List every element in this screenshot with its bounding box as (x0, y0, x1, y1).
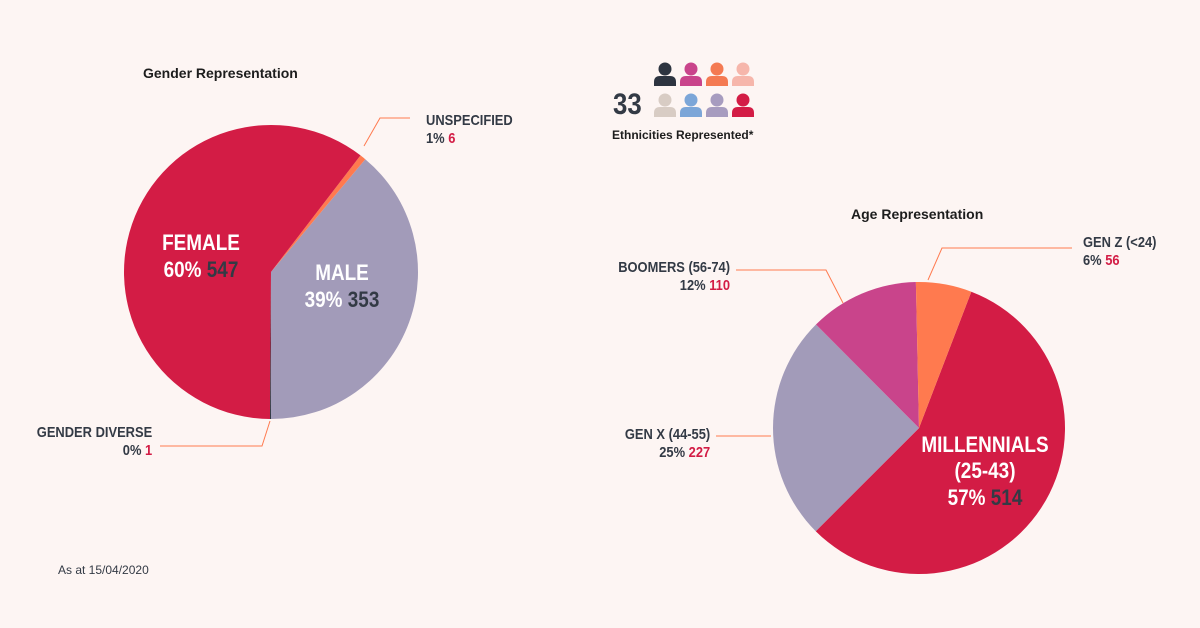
female-label: FEMALE 60% 547 (149, 230, 252, 284)
gender-diverse-pct: 0% (122, 442, 142, 459)
male-label: MALE 39% 353 (290, 260, 393, 314)
genx-count: 227 (688, 444, 710, 461)
genx-name: GEN X (44-55) (624, 426, 710, 443)
unspecified-name: UNSPECIFIED (426, 112, 513, 129)
gender-diverse-count: 1 (144, 442, 152, 459)
genz-values: 6% 56 (1083, 252, 1156, 270)
boomers-name: BOOMERS (56-74) (618, 259, 730, 276)
unspecified-values: 1% 6 (426, 130, 513, 148)
genz-pct: 6% (1083, 252, 1102, 269)
pie-slice-millennials-25-43 (815, 291, 1065, 574)
leader-lines (160, 117, 1072, 447)
unspecified-label: UNSPECIFIED 1% 6 (426, 112, 513, 148)
leader-line-gender-diverse (160, 420, 271, 447)
ethnicity-count: 33 (613, 88, 642, 121)
genx-pct: 25% (659, 444, 685, 461)
unspecified-pct: 1% (426, 130, 445, 147)
millennials-pct: 57% (947, 485, 986, 510)
genz-name: GEN Z (<24) (1083, 234, 1157, 251)
ethnicity-caption: Ethnicities Represented* (612, 128, 754, 142)
unspecified-count: 6 (448, 130, 456, 147)
genx-values: 25% 227 (625, 444, 710, 462)
boomers-values: 12% 110 (618, 277, 730, 295)
pie-slice-gen-z-24 (915, 281, 972, 428)
male-name: MALE (315, 260, 369, 285)
female-name: FEMALE (162, 230, 240, 255)
gender-diverse-name: GENDER DIVERSE (36, 424, 152, 441)
person-icon (706, 93, 728, 117)
boomers-count: 110 (709, 277, 730, 294)
female-values: 60% 547 (149, 256, 252, 284)
gender-diverse-values: 0% 1 (37, 442, 152, 460)
footnote-date: As at 15/04/2020 (58, 563, 149, 577)
millennials-label: MILLENNIALS (25-43) 57% 514 (921, 432, 1050, 512)
gender-chart-title: Gender Representation (143, 65, 298, 81)
female-pct: 60% (163, 257, 202, 282)
genz-label: GEN Z (<24) 6% 56 (1083, 234, 1156, 270)
pie-slice-boomers-56-74 (815, 282, 919, 428)
female-count: 547 (206, 257, 239, 282)
age-pie-chart (773, 281, 1065, 574)
male-count: 353 (347, 287, 380, 312)
millennials-values: 57% 514 (921, 484, 1050, 512)
male-pct: 39% (304, 287, 343, 312)
person-icon (680, 93, 702, 117)
gender-pie-chart (124, 124, 418, 420)
gender-diverse-label: GENDER DIVERSE 0% 1 (37, 424, 152, 460)
pie-slice-unspecified (271, 155, 366, 272)
person-icon (654, 93, 676, 117)
millennials-name: MILLENNIALS (921, 432, 1049, 457)
genz-count: 56 (1105, 252, 1120, 269)
millennials-range: (25-43) (954, 458, 1016, 483)
male-values: 39% 353 (290, 286, 393, 314)
person-icon (732, 62, 754, 86)
genx-label: GEN X (44-55) 25% 227 (625, 426, 710, 462)
person-icon (706, 62, 728, 86)
leader-line-unspecified (363, 117, 410, 147)
pie-slice-male (271, 159, 418, 420)
person-icon (732, 93, 754, 117)
millennials-count: 514 (990, 485, 1023, 510)
pie-slice-gen-x-44-55 (773, 324, 919, 532)
person-icon (654, 62, 676, 86)
person-icon (680, 62, 702, 86)
boomers-label: BOOMERS (56-74) 12% 110 (618, 259, 730, 295)
boomers-pct: 12% (679, 277, 706, 294)
leader-line-genz (927, 247, 1072, 281)
pie-slice-gender-diverse (269, 272, 271, 419)
age-chart-title: Age Representation (851, 206, 984, 222)
pie-slice-female (124, 124, 361, 419)
leader-line-boomers (736, 269, 844, 304)
